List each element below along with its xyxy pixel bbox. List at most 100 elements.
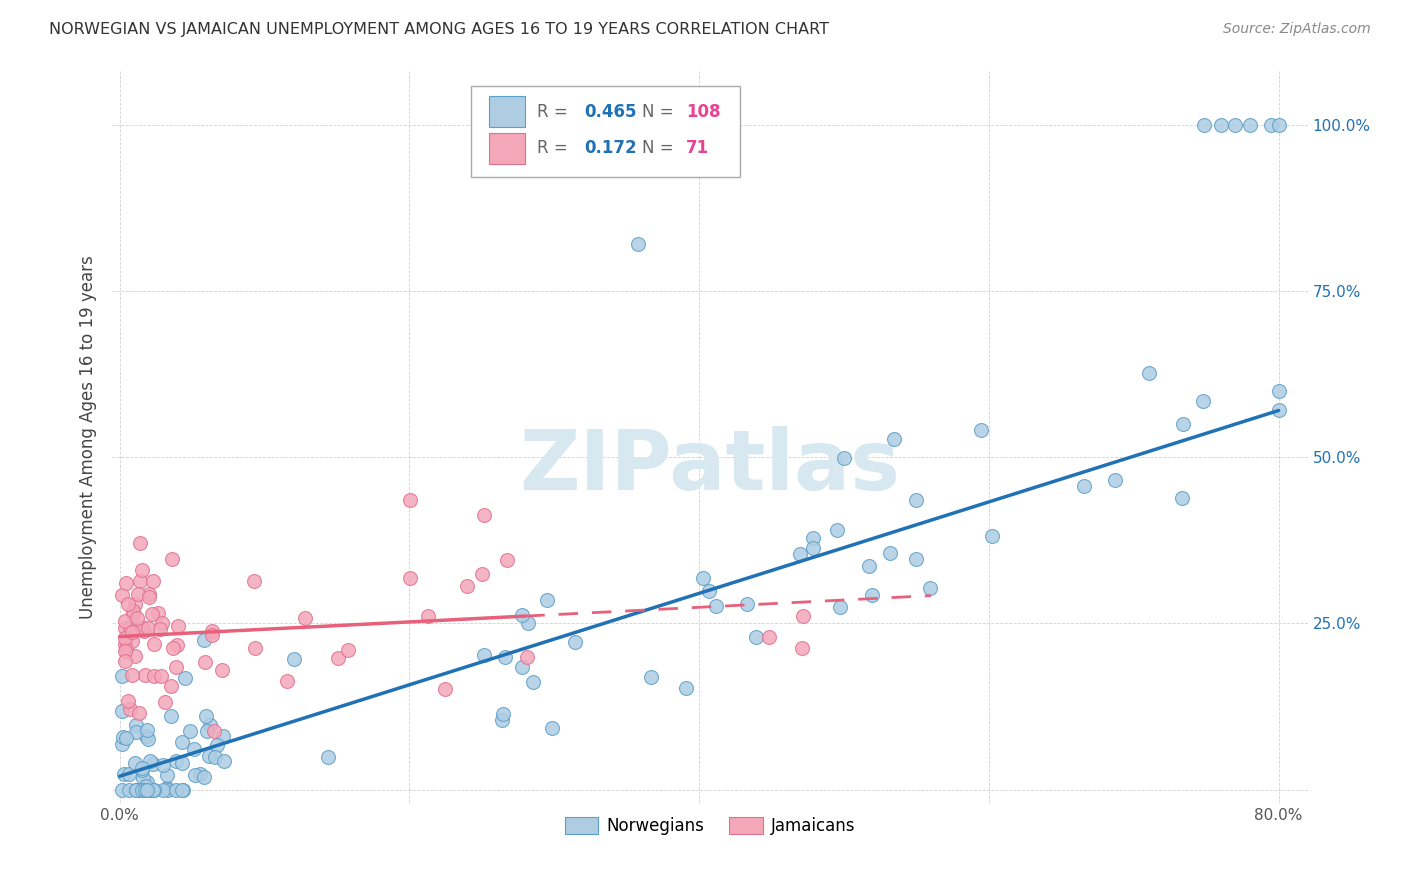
Text: N =: N = — [643, 103, 673, 120]
Point — [153, 695, 176, 709]
Point — [142, 782, 165, 797]
Point — [142, 756, 165, 771]
Point — [142, 782, 165, 797]
Point — [904, 552, 927, 566]
Point — [920, 581, 942, 595]
Point — [336, 642, 359, 657]
Point — [801, 541, 824, 555]
Point — [194, 655, 217, 669]
Point — [128, 706, 150, 720]
Point — [135, 729, 157, 743]
Point — [1267, 403, 1289, 417]
Point — [517, 616, 540, 631]
Point — [245, 640, 267, 655]
Point — [212, 729, 235, 743]
Point — [202, 723, 225, 738]
Point — [294, 610, 316, 624]
Point — [536, 593, 558, 607]
Point — [803, 531, 825, 545]
Point — [122, 604, 145, 618]
Point — [745, 630, 768, 644]
Point — [115, 641, 138, 656]
Point — [541, 721, 564, 735]
Point — [699, 584, 721, 599]
Point — [111, 782, 134, 797]
Point — [496, 552, 519, 566]
Point — [193, 633, 215, 648]
Point — [138, 591, 160, 605]
Text: 108: 108 — [686, 103, 721, 120]
Point — [825, 524, 848, 538]
Point — [128, 574, 150, 588]
Point — [131, 563, 153, 577]
Text: Source: ZipAtlas.com: Source: ZipAtlas.com — [1223, 22, 1371, 37]
Point — [111, 737, 134, 751]
Point — [132, 624, 155, 638]
Point — [184, 767, 207, 781]
Point — [156, 768, 179, 782]
Point — [160, 708, 183, 723]
Point — [214, 754, 236, 768]
Point — [131, 763, 153, 777]
Point — [152, 782, 174, 797]
Point — [326, 651, 349, 665]
Point — [157, 782, 180, 797]
Point — [828, 599, 851, 614]
Point — [114, 576, 136, 591]
Point — [114, 654, 136, 668]
Point — [204, 750, 226, 764]
Point — [858, 558, 880, 573]
Point — [118, 782, 141, 797]
Point — [173, 671, 195, 685]
Point — [110, 704, 132, 718]
Point — [472, 648, 495, 663]
Point — [172, 782, 194, 797]
Point — [198, 748, 221, 763]
Point — [491, 706, 513, 721]
Point — [114, 631, 136, 645]
Point — [1171, 417, 1194, 431]
Point — [111, 588, 134, 602]
Point — [758, 630, 780, 644]
Point — [832, 451, 855, 466]
Point — [283, 652, 305, 666]
Point — [124, 648, 146, 663]
Point — [398, 571, 420, 585]
Point — [120, 702, 142, 716]
Text: R =: R = — [537, 103, 568, 120]
Point — [792, 640, 814, 655]
Point — [883, 433, 905, 447]
Point — [122, 607, 145, 621]
Point — [118, 621, 141, 635]
Point — [131, 782, 153, 797]
Point — [131, 771, 153, 785]
Point — [188, 767, 211, 781]
Point — [112, 731, 135, 745]
Point — [125, 782, 148, 797]
FancyBboxPatch shape — [471, 86, 740, 178]
Point — [1223, 118, 1246, 132]
Point — [125, 782, 148, 797]
Text: 0.465: 0.465 — [585, 103, 637, 120]
Point — [150, 615, 173, 630]
Text: 71: 71 — [686, 139, 709, 157]
Text: NORWEGIAN VS JAMAICAN UNEMPLOYMENT AMONG AGES 16 TO 19 YEARS CORRELATION CHART: NORWEGIAN VS JAMAICAN UNEMPLOYMENT AMONG… — [49, 22, 830, 37]
Point — [128, 587, 150, 601]
Point — [792, 609, 814, 624]
Point — [124, 597, 146, 611]
Point — [131, 620, 153, 634]
Text: N =: N = — [643, 139, 673, 157]
Point — [494, 649, 516, 664]
Point — [160, 679, 183, 693]
Point — [150, 669, 173, 683]
Point — [200, 628, 222, 642]
Point — [152, 758, 174, 772]
Point — [179, 723, 201, 738]
Text: ZIPatlas: ZIPatlas — [520, 425, 900, 507]
Point — [115, 731, 138, 745]
Point — [139, 754, 162, 768]
Point — [626, 237, 648, 252]
Point — [136, 731, 159, 746]
Point — [1239, 118, 1261, 132]
Point — [128, 536, 150, 550]
